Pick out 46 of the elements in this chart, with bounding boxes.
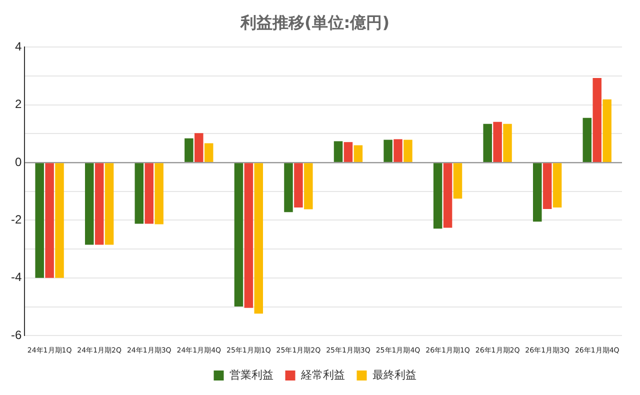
legend-label: 営業利益	[229, 368, 274, 382]
bar	[483, 124, 492, 162]
bar	[542, 163, 552, 209]
bar	[85, 163, 94, 245]
bar	[254, 163, 264, 314]
bar	[204, 143, 214, 162]
legend-label: 経常利益	[300, 368, 345, 382]
legend-label: 最終利益	[372, 368, 416, 382]
bar	[602, 99, 612, 162]
bar	[552, 163, 562, 208]
bar	[344, 142, 353, 162]
y-tick-label: -2	[11, 212, 22, 227]
bar	[354, 145, 363, 162]
bar	[35, 163, 44, 278]
y-tick-label: 0	[14, 154, 22, 169]
bar	[384, 140, 392, 162]
bar	[234, 163, 244, 306]
bar	[154, 163, 164, 224]
bar	[134, 163, 144, 224]
bar	[304, 163, 313, 210]
bar	[45, 163, 54, 278]
bar	[394, 139, 402, 162]
bar	[453, 163, 462, 199]
bar	[433, 163, 442, 229]
bar	[184, 138, 194, 162]
bar	[284, 163, 293, 212]
bar	[104, 163, 114, 245]
y-tick-label: -6	[11, 328, 22, 342]
bar	[94, 163, 104, 245]
bar	[55, 163, 64, 278]
bar	[493, 122, 502, 162]
bar	[294, 163, 303, 208]
bar	[503, 124, 512, 162]
bar	[334, 141, 343, 162]
bar	[582, 118, 592, 162]
y-tick-label: 4	[14, 40, 22, 54]
bar	[443, 163, 452, 228]
bar	[404, 140, 412, 162]
bar	[533, 163, 542, 222]
bar	[194, 133, 204, 162]
y-tick-label: -4	[11, 270, 22, 284]
bar	[244, 163, 254, 308]
bar	[592, 78, 602, 162]
chart-title: 利益推移(単位:億円)	[239, 12, 390, 32]
bar	[144, 163, 154, 224]
y-tick-label: 2	[14, 97, 22, 112]
